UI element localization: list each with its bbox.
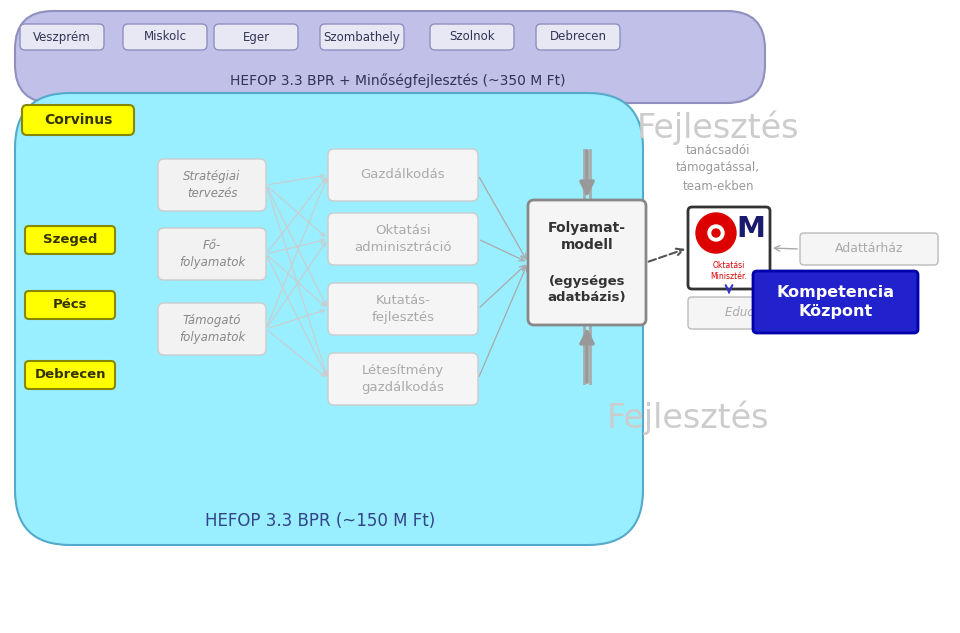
- FancyBboxPatch shape: [214, 24, 298, 50]
- Text: Gazdálkodás: Gazdálkodás: [361, 168, 445, 182]
- Text: Folyamat-
modell: Folyamat- modell: [548, 220, 626, 252]
- Text: Debrecen: Debrecen: [549, 30, 607, 44]
- Text: HEFOP 3.3 BPR (~150 M Ft): HEFOP 3.3 BPR (~150 M Ft): [204, 512, 435, 530]
- Text: tanácsadói
támogatással,
team-ekben: tanácsadói támogatással, team-ekben: [676, 144, 760, 192]
- Text: Corvinus: Corvinus: [44, 113, 112, 127]
- Text: M: M: [736, 215, 765, 243]
- FancyBboxPatch shape: [158, 228, 266, 280]
- FancyBboxPatch shape: [25, 361, 115, 389]
- Text: Adattárház: Adattárház: [835, 242, 903, 256]
- Text: Fő-
folyamatok: Fő- folyamatok: [179, 239, 245, 269]
- Text: Fejlesztés: Fejlesztés: [636, 111, 800, 145]
- FancyBboxPatch shape: [328, 149, 478, 201]
- Text: Pécs: Pécs: [53, 299, 87, 311]
- FancyBboxPatch shape: [158, 159, 266, 211]
- FancyBboxPatch shape: [15, 11, 765, 103]
- FancyBboxPatch shape: [528, 200, 646, 325]
- Text: Miskolc: Miskolc: [143, 30, 186, 44]
- FancyBboxPatch shape: [688, 207, 770, 289]
- Text: Létesítmény
gazdálkodás: Létesítmény gazdálkodás: [362, 364, 444, 394]
- FancyBboxPatch shape: [123, 24, 207, 50]
- FancyBboxPatch shape: [688, 297, 836, 329]
- FancyBboxPatch shape: [328, 283, 478, 335]
- Circle shape: [696, 213, 736, 253]
- FancyBboxPatch shape: [25, 226, 115, 254]
- FancyBboxPatch shape: [22, 105, 134, 135]
- Text: HEFOP 3.3 BPR + Minőségfejlesztés (~350 M Ft): HEFOP 3.3 BPR + Minőségfejlesztés (~350 …: [230, 73, 565, 89]
- Text: Fejlesztés: Fejlesztés: [607, 401, 769, 436]
- Text: Támogató
folyamatok: Támogató folyamatok: [179, 314, 245, 344]
- Text: Szeged: Szeged: [43, 234, 97, 246]
- Text: Kompetencia
Központ: Kompetencia Központ: [777, 285, 895, 319]
- Circle shape: [708, 225, 724, 241]
- Text: Stratégiai
tervezés: Stratégiai tervezés: [183, 170, 241, 200]
- Text: Oktatási
adminisztráció: Oktatási adminisztráció: [354, 224, 452, 254]
- Text: Oktatási
Minisztér.: Oktatási Minisztér.: [710, 261, 748, 280]
- FancyBboxPatch shape: [328, 353, 478, 405]
- FancyBboxPatch shape: [20, 24, 104, 50]
- Text: Debrecen: Debrecen: [35, 368, 106, 382]
- FancyBboxPatch shape: [800, 233, 938, 265]
- FancyBboxPatch shape: [753, 271, 918, 333]
- FancyBboxPatch shape: [328, 213, 478, 265]
- FancyBboxPatch shape: [430, 24, 514, 50]
- Text: Eger: Eger: [243, 30, 270, 44]
- Text: Educatio Kht: Educatio Kht: [725, 306, 800, 320]
- FancyBboxPatch shape: [536, 24, 620, 50]
- Text: Szombathely: Szombathely: [324, 30, 400, 44]
- FancyBboxPatch shape: [15, 93, 643, 545]
- Circle shape: [712, 229, 720, 237]
- FancyBboxPatch shape: [320, 24, 404, 50]
- Text: Veszprém: Veszprém: [34, 30, 91, 44]
- FancyBboxPatch shape: [25, 291, 115, 319]
- Text: Szolnok: Szolnok: [449, 30, 494, 44]
- Text: (egységes
adatbázis): (egységes adatbázis): [548, 275, 626, 304]
- FancyBboxPatch shape: [158, 303, 266, 355]
- Text: Kutatás-
fejlesztés: Kutatás- fejlesztés: [372, 294, 435, 323]
